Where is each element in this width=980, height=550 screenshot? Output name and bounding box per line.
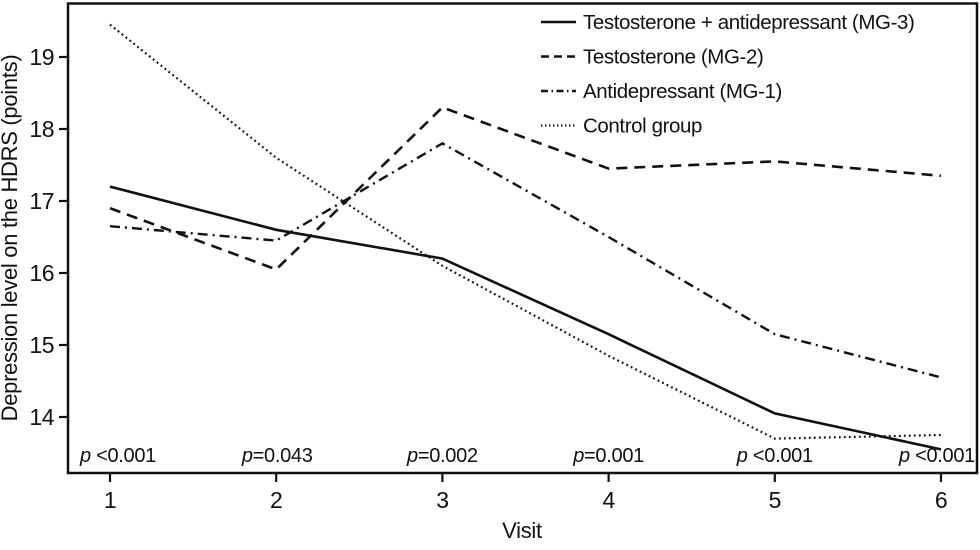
- series-line-antidepressant-mg-1: [109, 142, 942, 379]
- chart-generated-layer: 19 18 17 16 15 14 1 2 3 4 5 6 p <0.001 p=0.043 p=0.002…: [29, 2, 979, 513]
- axes: 19 18 17 16 15 14 1 2 3 4 5 6: [29, 44, 947, 513]
- y-axis-title: Depression level on the HDRS (points): [0, 55, 22, 422]
- y-axis-tick-label: 14: [29, 404, 54, 430]
- p-value-label: p <0.001: [79, 445, 156, 467]
- y-axis-tick-label: 19: [29, 44, 54, 70]
- series-line-testosterone-antidepressant-mg-3: [109, 185, 942, 451]
- series-line-testosterone-mg-2: [109, 105, 942, 271]
- p-value-label: p=0.043: [241, 445, 313, 467]
- legend-entry: Control group: [541, 115, 702, 138]
- x-axis-tick-label: 2: [270, 487, 282, 513]
- p-value-label: p=0.001: [572, 445, 644, 467]
- x-axis-tick-label: 3: [436, 487, 448, 513]
- p-value-label: p=0.002: [406, 445, 478, 467]
- legend-entry: Antidepressant (MG-1): [541, 80, 782, 103]
- legend-label: Control group: [583, 115, 702, 138]
- legend-entry: Testosterone + antidepressant (MG-3): [541, 11, 915, 34]
- x-axis-title: Visit: [502, 518, 542, 543]
- x-axis-tick-label: 1: [104, 487, 116, 513]
- x-axis-tick-label: 6: [935, 487, 947, 513]
- x-axis-tick-label: 4: [602, 487, 615, 513]
- plot-frame: [66, 2, 979, 475]
- legend-entry: Testosterone (MG-2): [541, 46, 764, 69]
- y-axis-tick-label: 18: [29, 116, 54, 142]
- y-axis-tick-label: 15: [29, 332, 54, 358]
- y-axis-tick-label: 16: [29, 260, 54, 286]
- legend: Testosterone + antidepressant (MG-3) Test…: [541, 11, 915, 138]
- series-lines: [109, 23, 942, 451]
- legend-label: Testosterone (MG-2): [583, 46, 763, 69]
- series-line-control-group: [109, 23, 942, 440]
- legend-label: Antidepressant (MG-1): [583, 80, 782, 103]
- legend-label: Testosterone + antidepressant (MG-3): [583, 11, 914, 34]
- p-value-label: p <0.001: [898, 445, 975, 467]
- x-axis-tick-label: 5: [769, 487, 781, 513]
- p-value-annotations: p <0.001 p=0.043 p=0.002 p=0.001 p <0.001 p <…: [79, 445, 975, 467]
- p-value-label: p <0.001: [736, 445, 813, 467]
- y-axis-tick-label: 17: [29, 188, 54, 214]
